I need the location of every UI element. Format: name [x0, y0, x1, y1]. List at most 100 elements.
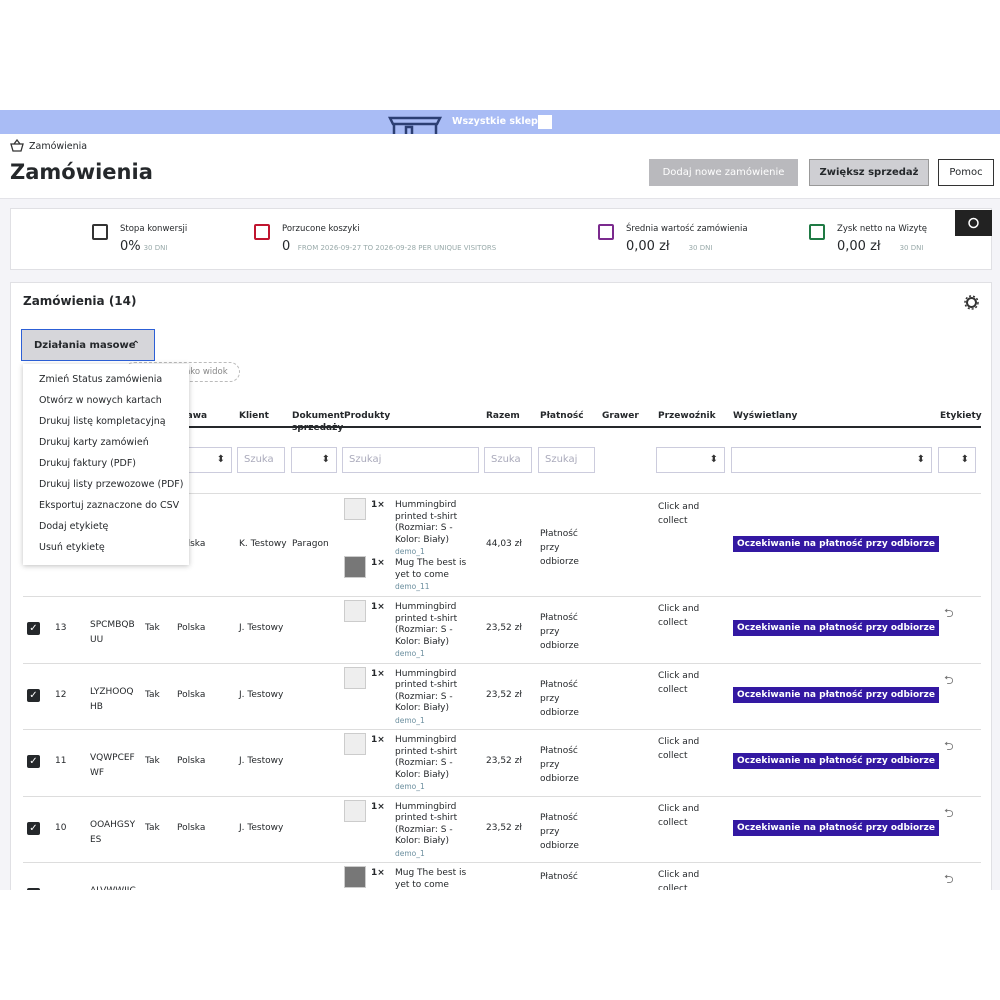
column-header: Razem [486, 411, 520, 421]
carrier: Click and collect [658, 502, 700, 526]
order-status[interactable]: Oczekiwanie na płatność przy odbiorze [733, 536, 939, 552]
client: J. Testowy [239, 689, 284, 700]
product-image [344, 799, 366, 822]
product-reference: demo_1 [395, 848, 425, 858]
row-checkbox[interactable]: ✓ [27, 821, 40, 835]
order-reference[interactable]: OOAHGSYES [90, 819, 136, 845]
kpi-icon [92, 224, 108, 240]
panel-title: Zamówienia (14) [23, 294, 137, 308]
bulk-menu-item[interactable]: Dodaj etykietę [39, 521, 109, 532]
order-status[interactable]: Oczekiwanie na płatność przy odbiorze [733, 819, 939, 836]
order-status[interactable]: Oczekiwanie na płatność przy odbiorze [733, 686, 939, 703]
order-reference[interactable]: SPCMBQBUU [90, 620, 135, 646]
label-icon[interactable]: ⮌ [944, 805, 954, 820]
kpi-icon [809, 224, 825, 240]
product-image [344, 866, 366, 888]
filter-input[interactable]: Szukaj [342, 447, 479, 473]
label-icon[interactable]: ⮌ [944, 606, 954, 620]
client: J. Testowy [239, 822, 284, 833]
label-icon[interactable]: ⮌ [944, 739, 954, 753]
order-reference[interactable]: LYZHOOQHB [90, 686, 134, 712]
column-header: Dokument sprzedaży [292, 411, 345, 433]
boost-sales-button[interactable]: Zwiększ sprzedaż [809, 159, 929, 186]
country: Polska [177, 756, 206, 767]
row-checkbox[interactable]: ✓ [27, 688, 40, 702]
label-icon[interactable]: ⮌ [944, 672, 954, 687]
new-client: Tak [145, 756, 160, 767]
kpi-period: 30 DNI [143, 244, 168, 252]
kpi-label: Stopa konwersji [120, 224, 188, 234]
store-dropdown[interactable] [538, 115, 552, 129]
kpi-card [10, 208, 992, 270]
filter-input[interactable]: Szukaj [538, 447, 595, 473]
filter-select[interactable]: ⬍ [938, 447, 976, 473]
bulk-menu-item[interactable]: Eksportuj zaznaczone do CSV [39, 500, 180, 511]
product-name[interactable]: Mug The best is yet to come demo_11 [395, 558, 479, 592]
label-icon[interactable]: ⮌ [944, 872, 954, 886]
filter-input[interactable]: Szuka [484, 447, 532, 473]
order-total: 23,52 zł [486, 756, 522, 767]
bulk-menu-item[interactable]: Drukuj faktury (PDF) [39, 458, 137, 469]
column-header: Przewoźnik [658, 411, 716, 421]
order-id: 13 [55, 623, 67, 634]
bulk-menu-item[interactable]: Zmień Status zamówienia [39, 374, 163, 385]
column-header: Etykiety [940, 411, 982, 421]
store-name[interactable]: Wszystkie sklepy [452, 116, 545, 127]
header-line [23, 426, 981, 428]
kpi-period: FROM 2026-09-27 TO 2026-09-28 PER UNIQUE… [297, 244, 497, 252]
row-line [23, 795, 981, 797]
bulk-actions-label: Działania masowe [34, 339, 136, 351]
filter-input[interactable]: Szuka [237, 447, 285, 473]
bulk-menu-item[interactable]: Usuń etykietę [39, 542, 105, 553]
product-name[interactable]: Hummingbird printed t-shirt (Rozmiar: S … [395, 735, 479, 792]
basket-icon [10, 139, 24, 152]
refresh-button[interactable] [955, 210, 992, 236]
order-status[interactable]: Oczekiwanie na płatność przy odbiorze [733, 753, 939, 770]
add-order-button[interactable]: Dodaj nowe zamówienie [649, 159, 798, 186]
product-qty: 1× [371, 868, 385, 878]
bulk-menu-item[interactable]: Drukuj listy przewozowe (PDF) [39, 479, 184, 490]
kpi-label: Zysk netto na Wizytę [837, 224, 928, 234]
bulk-menu-item[interactable]: Otwórz w nowych kartach [39, 395, 162, 406]
bulk-actions-button[interactable]: Działania masowe ⌃ [21, 329, 155, 361]
order-status[interactable]: Oczekiwanie na płatność przy odbiorze [733, 620, 939, 637]
product-name[interactable]: Hummingbird printed t-shirt (Rozmiar: S … [395, 802, 479, 859]
country: Polska [177, 689, 206, 700]
kpi-period: 30 DNI [688, 244, 713, 252]
kpi-value: 0,00 zł [837, 239, 881, 254]
product-qty: 1× [371, 735, 385, 745]
product-image [344, 733, 366, 755]
product-name[interactable]: Mug The best is yet to come [395, 868, 467, 890]
column-header: Klient [239, 411, 269, 421]
filter-select[interactable]: ⬍ [291, 447, 337, 473]
filter-select[interactable]: ⬍ [656, 447, 725, 473]
product-name[interactable]: Hummingbird printed t-shirt (Rozmiar: S … [395, 669, 479, 726]
column-header: Wyświetlany [733, 411, 798, 421]
settings-icon[interactable] [964, 295, 979, 310]
row-checkbox[interactable]: ✓ [27, 888, 40, 890]
carrier: Click and collect [658, 670, 700, 695]
carrier: Click and collect [658, 803, 700, 828]
product-qty: 1× [371, 801, 385, 812]
product-reference: demo_1 [395, 782, 425, 791]
product-reference: demo_1 [395, 715, 425, 725]
help-button[interactable]: Pomoc [938, 159, 994, 186]
filter-select[interactable]: ⬍ [731, 447, 932, 473]
product-image [344, 556, 366, 578]
row-line [23, 662, 981, 664]
product-name[interactable]: Hummingbird printed t-shirt (Rozmiar: S … [395, 602, 479, 659]
bulk-menu-item[interactable]: Drukuj karty zamówień [39, 437, 149, 448]
country: Polska [177, 822, 206, 833]
order-id: 12 [55, 689, 67, 700]
bulk-menu-item[interactable]: Drukuj listę kompletacyjną [39, 416, 166, 427]
product-name[interactable]: Hummingbird printed t-shirt (Rozmiar: S … [395, 500, 479, 557]
carrier: Click and collect [658, 737, 700, 761]
new-client: Tak [145, 822, 160, 833]
row-checkbox[interactable]: ✓ [27, 755, 40, 769]
column-header: Płatność [540, 411, 584, 421]
breadcrumb[interactable]: Zamówienia [29, 141, 88, 152]
row-checkbox[interactable]: ✓ [27, 622, 40, 636]
client: J. Testowy [239, 623, 284, 634]
order-reference[interactable]: ALVWWIJC [90, 884, 136, 890]
order-reference[interactable]: VQWPCEFWF [90, 753, 135, 779]
